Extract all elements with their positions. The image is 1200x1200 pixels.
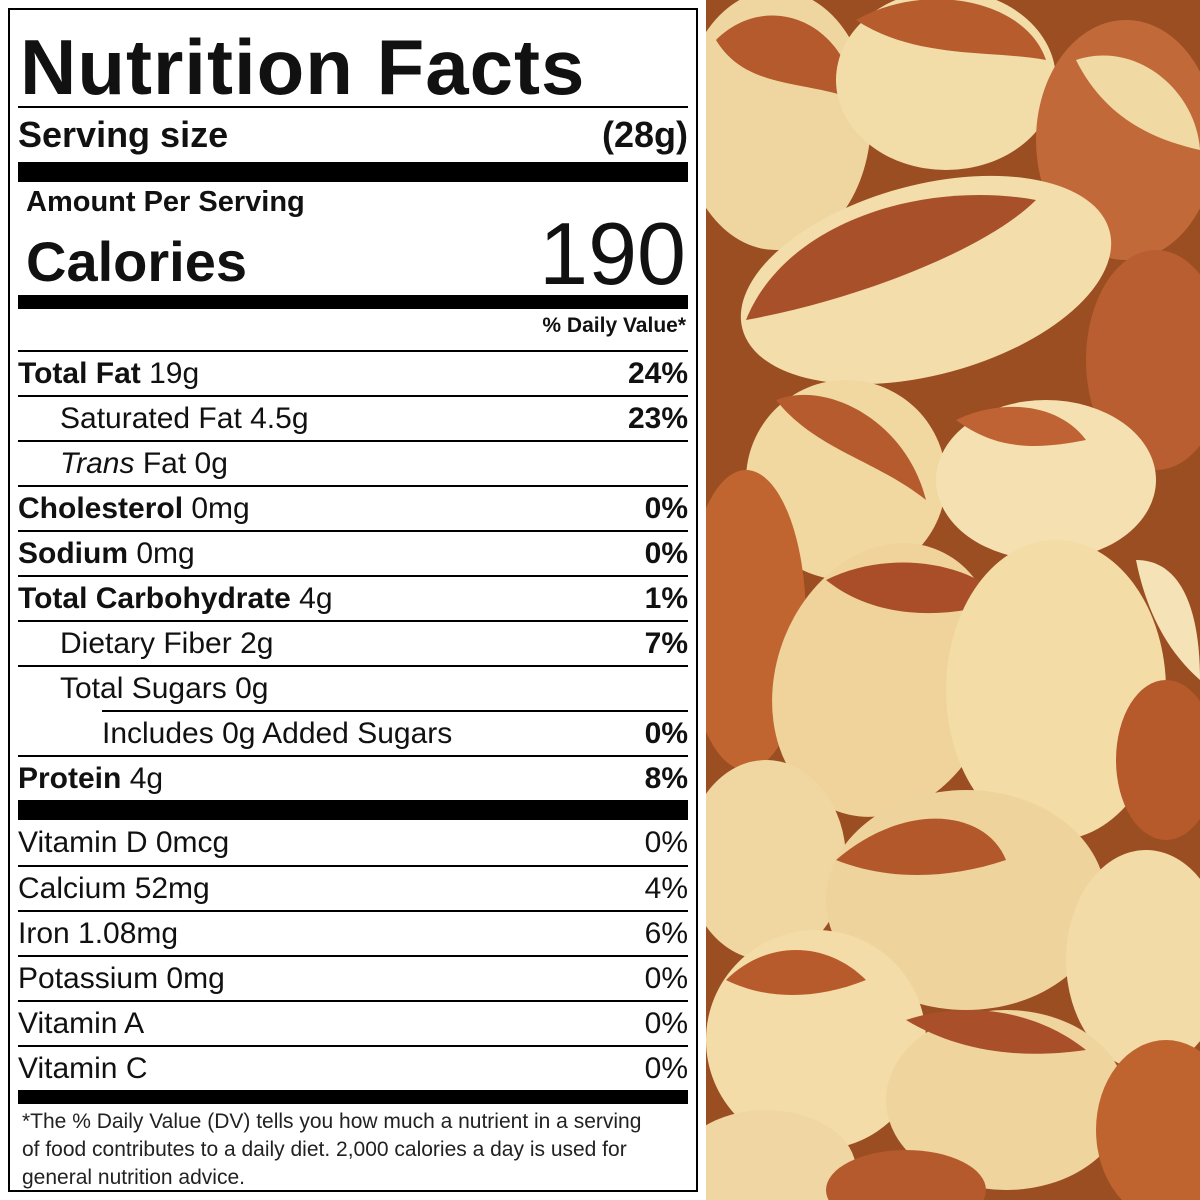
nutrient-dv: 24% xyxy=(627,356,688,390)
nutrient-row-total-carbohydrate: Total Carbohydrate 4g 1% xyxy=(18,575,688,620)
nutrient-amount: 2g xyxy=(240,626,274,660)
nutrient-amount: 0mg xyxy=(191,491,250,525)
vitamin-row: Iron 1.08mg 6% xyxy=(18,910,688,955)
nutrient-dv: 23% xyxy=(627,401,688,435)
vitamin-name: Iron 1.08mg xyxy=(18,916,179,950)
vitamin-dv: 0% xyxy=(644,1051,688,1085)
serving-size-row: Serving size (28g) xyxy=(18,112,688,158)
nutrient-name: Dietary Fiber xyxy=(60,626,232,660)
nutrient-amount: 4.5g xyxy=(250,401,309,435)
vitamin-name: Vitamin D 0mcg xyxy=(18,825,230,859)
divider xyxy=(18,106,688,108)
nut-shapes xyxy=(706,0,1200,1200)
nutrient-name: Protein xyxy=(18,761,122,795)
nutrient-row-total-sugars: Total Sugars 0g xyxy=(18,665,688,710)
nutrient-row-total-fat: Total Fat 19g 24% xyxy=(18,350,688,395)
label-title: Nutrition Facts xyxy=(20,23,586,111)
calories-value: 190 xyxy=(539,204,686,303)
nutrient-dv: 0% xyxy=(644,491,688,525)
nutrient-dv: 7% xyxy=(644,626,688,660)
brazil-nuts-illustration xyxy=(706,0,1200,1200)
serving-size-label: Serving size xyxy=(18,114,229,155)
vitamin-name: Calcium 52mg xyxy=(18,871,210,905)
vitamin-name: Vitamin C xyxy=(18,1051,148,1085)
amount-per-serving: Amount Per Serving xyxy=(26,186,305,218)
nutrient-name: Cholesterol xyxy=(18,491,184,525)
nutrient-name: Sodium xyxy=(18,536,128,570)
nutrient-dv: 0% xyxy=(644,716,688,750)
nutrient-name-italic: Trans xyxy=(60,446,135,480)
nutrient-row-cholesterol: Cholesterol 0mg 0% xyxy=(18,485,688,530)
daily-value-header: % Daily Value* xyxy=(542,314,686,337)
vitamin-dv: 4% xyxy=(644,871,688,905)
nutrient-amount: 19g xyxy=(149,356,200,390)
nutrient-dv: 8% xyxy=(644,761,688,795)
medium-divider xyxy=(18,295,688,309)
nutrient-amount: 4g xyxy=(129,761,164,795)
nutrient-dv: 1% xyxy=(644,581,688,615)
medium-divider xyxy=(18,1090,688,1104)
vitamin-dv: 0% xyxy=(644,961,688,995)
nutrient-name: Includes 0g Added Sugars xyxy=(102,716,453,750)
vitamin-dv: 0% xyxy=(644,825,688,859)
nutrient-amount: 0g xyxy=(194,446,228,480)
nutrient-row-protein: Protein 4g 8% xyxy=(18,755,688,800)
nutrient-name: Fat xyxy=(142,446,187,480)
nutrient-name: Saturated Fat xyxy=(60,401,242,435)
nutrition-facts-label: Nutrition Facts Serving size (28g) Amoun… xyxy=(8,8,698,1192)
vitamin-name: Potassium 0mg xyxy=(18,961,225,995)
nutrient-amount: 4g xyxy=(299,581,333,615)
thick-divider xyxy=(18,800,688,820)
nutrient-row-saturated-fat: Saturated Fat 4.5g 23% xyxy=(18,395,688,440)
nutrient-row-added-sugars: Includes 0g Added Sugars 0% xyxy=(102,710,688,755)
calories-label: Calories xyxy=(26,230,247,293)
vitamin-row: Potassium 0mg 0% xyxy=(18,955,688,1000)
nutrient-row-trans-fat: Trans Fat 0g xyxy=(18,440,688,485)
nutrient-name: Total Sugars xyxy=(60,671,227,705)
nutrient-amount: 0mg xyxy=(136,536,195,570)
nutrient-dv: 0% xyxy=(644,536,688,570)
vitamin-row: Vitamin C 0% xyxy=(18,1045,688,1090)
nutrient-name: Total Carbohydrate xyxy=(18,581,291,615)
brazil-nuts-photo xyxy=(706,0,1200,1200)
nutrient-row-dietary-fiber: Dietary Fiber 2g 7% xyxy=(18,620,688,665)
vitamin-row: Calcium 52mg 4% xyxy=(18,865,688,910)
vitamin-row: Vitamin A 0% xyxy=(18,1000,688,1045)
vitamin-name: Vitamin A xyxy=(18,1006,145,1040)
vitamin-dv: 6% xyxy=(644,916,688,950)
thick-divider xyxy=(18,162,688,182)
daily-value-footnote: *The % Daily Value (DV) tells you how mu… xyxy=(22,1110,642,1189)
vitamin-row: Vitamin D 0mcg 0% xyxy=(18,820,688,865)
nutrient-name: Total Fat xyxy=(18,356,141,390)
vitamin-dv: 0% xyxy=(644,1006,688,1040)
nutrient-row-sodium: Sodium 0mg 0% xyxy=(18,530,688,575)
serving-size-value: (28g) xyxy=(601,114,688,155)
nutrient-amount: 0g xyxy=(235,671,269,705)
